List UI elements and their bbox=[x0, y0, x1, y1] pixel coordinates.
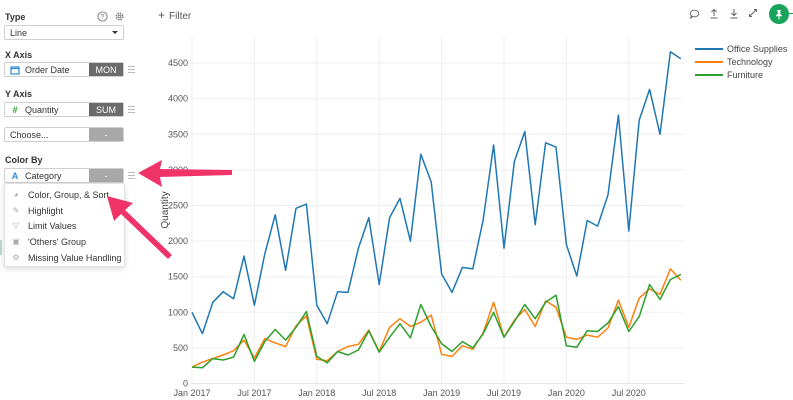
svg-text:?: ? bbox=[101, 14, 105, 21]
pin-button[interactable] bbox=[769, 4, 789, 24]
menu-item-label: 'Others' Group bbox=[28, 236, 86, 247]
y-tick-label: 1000 bbox=[168, 307, 188, 317]
menu-item-label: Missing Value Handling bbox=[28, 252, 122, 263]
menu-item-color-group-sort[interactable]: ◕ Color, Group, & Sort bbox=[5, 187, 124, 202]
x-axis-label: X Axis bbox=[5, 50, 33, 60]
menu-item-label: Highlight bbox=[28, 205, 64, 216]
x-tick-label: Jul 2020 bbox=[612, 388, 646, 398]
x-tick-label: Jul 2017 bbox=[237, 388, 271, 398]
download-icon[interactable] bbox=[729, 8, 739, 19]
y-axis-menu-icon[interactable] bbox=[128, 106, 135, 113]
y-axis-agg-button[interactable]: SUM bbox=[89, 103, 123, 116]
text-A-icon: A bbox=[11, 170, 19, 181]
y-tick-label: 4500 bbox=[168, 58, 188, 68]
series-line bbox=[191, 273, 682, 369]
color-by-label: Color By bbox=[5, 155, 43, 165]
group-icon: ▣ bbox=[12, 237, 20, 246]
calendar-icon bbox=[10, 65, 20, 75]
pin-connector bbox=[789, 13, 793, 14]
y-tick-label: 4000 bbox=[168, 94, 188, 104]
x-tick-label: Jan 2018 bbox=[298, 388, 335, 398]
y-tick-label: 1500 bbox=[168, 272, 188, 282]
menu-item-highlight[interactable]: ✎ Highlight bbox=[5, 203, 124, 218]
menu-item-missing-value-handling[interactable]: ⚙ Missing Value Handling bbox=[5, 250, 124, 265]
filter-icon: ▽ bbox=[12, 221, 20, 230]
comment-icon[interactable] bbox=[689, 9, 700, 19]
palette-icon: ◕ bbox=[13, 190, 19, 199]
y-tick-label: 2500 bbox=[168, 201, 188, 211]
extra-agg-button[interactable]: - bbox=[89, 128, 123, 141]
menu-item-others-group[interactable]: ▣ 'Others' Group bbox=[5, 234, 124, 249]
filter-label: Filter bbox=[169, 11, 192, 22]
color-by-field-name: Category bbox=[25, 170, 62, 181]
color-by-menu-icon[interactable] bbox=[128, 172, 135, 179]
y-axis-field-name: Quantity bbox=[25, 104, 59, 115]
menu-item-limit-values[interactable]: ▽ Limit Values bbox=[5, 218, 124, 233]
y-tick-label: 3000 bbox=[168, 165, 188, 175]
x-tick-label: Jul 2019 bbox=[487, 388, 521, 398]
gear-icon: ⚙ bbox=[12, 253, 20, 262]
x-tick-label: Jan 2017 bbox=[173, 388, 210, 398]
y-tick-label: 0 bbox=[183, 379, 188, 389]
y-axis-field[interactable]: # Quantity SUM bbox=[4, 102, 124, 117]
y-tick-label: 3500 bbox=[168, 129, 188, 139]
upload-icon[interactable] bbox=[709, 8, 719, 19]
series-line bbox=[191, 268, 682, 368]
question-circle-icon[interactable]: ? bbox=[97, 11, 108, 22]
hash-icon: # bbox=[12, 104, 18, 115]
color-by-dropdown-menu: ◕ Color, Group, & Sort ✎ Highlight ▽ Lim… bbox=[4, 183, 125, 267]
y-axis-title: Quantity bbox=[160, 191, 171, 228]
y-axis-label: Y Axis bbox=[5, 89, 33, 99]
y-tick-label: 2000 bbox=[168, 236, 188, 246]
extra-field-placeholder: Choose... bbox=[10, 129, 49, 140]
pencil-icon: ✎ bbox=[12, 206, 20, 215]
menu-item-label: Color, Group, & Sort bbox=[28, 189, 110, 200]
gear-icon[interactable] bbox=[114, 11, 125, 22]
x-axis-agg-button[interactable]: MON bbox=[89, 63, 123, 76]
plus-icon: + bbox=[158, 8, 166, 22]
series-line bbox=[191, 50, 682, 335]
extra-field-select[interactable]: Choose... - bbox=[4, 127, 124, 142]
caret-down-icon bbox=[112, 31, 118, 34]
x-tick-label: Jan 2019 bbox=[423, 388, 460, 398]
scroll-indicator bbox=[0, 240, 2, 255]
x-tick-label: Jan 2020 bbox=[548, 388, 585, 398]
menu-item-label: Limit Values bbox=[28, 220, 77, 231]
color-by-agg-button[interactable]: - bbox=[89, 169, 123, 182]
x-axis-field[interactable]: Order Date MON bbox=[4, 62, 124, 77]
x-axis-field-name: Order Date bbox=[25, 64, 70, 75]
expand-icon[interactable] bbox=[748, 8, 758, 18]
color-by-field[interactable]: A Category - bbox=[4, 168, 124, 183]
y-tick-label: 500 bbox=[173, 343, 188, 353]
sidebar: Type ? Line X Axis Order Date MON Y Axis… bbox=[0, 0, 140, 400]
chart-type-value: Line bbox=[10, 27, 28, 38]
chart-type-select[interactable]: Line bbox=[4, 25, 124, 40]
x-axis-menu-icon[interactable] bbox=[128, 66, 135, 73]
pin-icon bbox=[776, 9, 782, 19]
type-label: Type bbox=[5, 12, 26, 22]
add-filter-button[interactable]: + Filter bbox=[158, 8, 191, 22]
x-tick-label: Jul 2018 bbox=[362, 388, 396, 398]
